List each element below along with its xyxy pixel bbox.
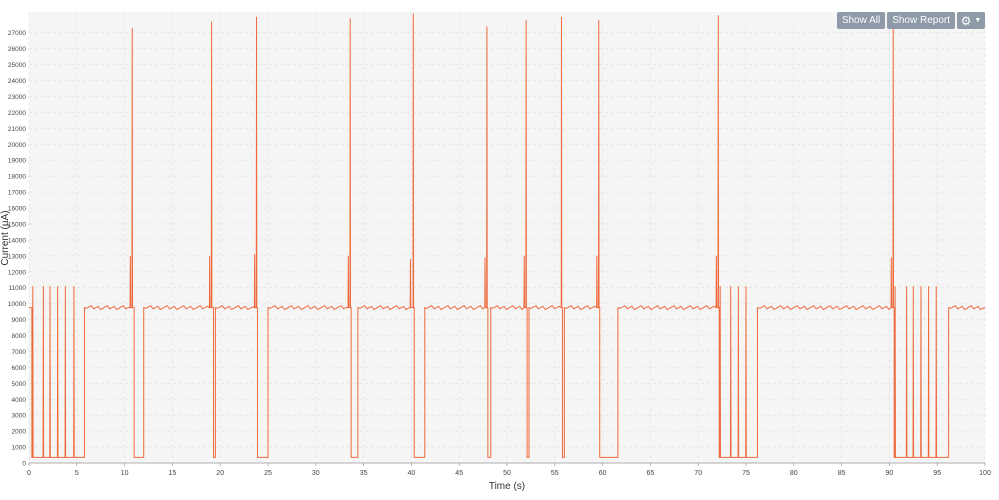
y-tick-label: 16000	[8, 206, 26, 213]
y-tick-label: 12000	[8, 269, 26, 276]
y-tick-label: 22000	[8, 110, 26, 117]
x-tick-label: 15	[169, 470, 177, 477]
y-axis: 0 1000 2000 3000 4000 5000 6000 7000 8000 9000 100…	[8, 30, 26, 467]
y-tick-label: 14000	[8, 237, 26, 244]
y-tick-label: 8000	[12, 333, 27, 340]
series-layer	[29, 13, 986, 458]
y-tick-label: 13000	[8, 253, 26, 260]
y-tick-label: 24000	[8, 78, 26, 85]
x-axis: 0 5 10 15 20 25 30 35 40 45 50 55 60 65 70 75 80 85 90 95 10…	[27, 462, 991, 477]
y-tick-label: 26000	[8, 46, 26, 53]
y-tick-label: 23000	[8, 94, 26, 101]
y-tick-label: 2000	[12, 429, 27, 436]
y-tick-label: 18000	[8, 174, 26, 181]
y-tick-label: 5000	[12, 381, 27, 388]
x-tick-label: 70	[694, 470, 702, 477]
settings-dropdown-button[interactable]: ⚙ ▼	[957, 12, 985, 29]
x-tick-label: 50	[503, 470, 511, 477]
x-tick-label: 35	[360, 470, 368, 477]
x-axis-label: Time (s)	[489, 481, 525, 492]
y-tick-label: 3000	[12, 413, 27, 420]
y-tick-label: 19000	[8, 158, 26, 165]
x-tick-label: 85	[838, 470, 846, 477]
y-tick-label: 15000	[8, 221, 26, 228]
show-report-button[interactable]: Show Report	[887, 12, 955, 29]
y-tick-label: 0	[22, 461, 26, 468]
y-tick-label: 9000	[12, 317, 27, 324]
x-tick-label: 10	[121, 470, 129, 477]
x-tick-label: 25	[264, 470, 272, 477]
y-tick-label: 20000	[8, 142, 26, 149]
y-axis-label: Current (µA)	[0, 210, 11, 265]
y-tick-label: 17000	[8, 190, 26, 197]
x-tick-label: 100	[979, 470, 991, 477]
chevron-down-icon: ▼	[974, 17, 982, 24]
x-tick-label: 0	[27, 470, 31, 477]
x-tick-label: 30	[312, 470, 320, 477]
x-tick-label: 65	[647, 470, 655, 477]
x-tick-label: 20	[216, 470, 224, 477]
y-tick-label: 6000	[12, 365, 27, 372]
show-all-button[interactable]: Show All	[836, 12, 886, 29]
x-tick-label: 95	[933, 470, 941, 477]
gear-icon: ⚙	[960, 13, 972, 28]
y-tick-label: 21000	[8, 126, 26, 133]
x-tick-label: 90	[886, 470, 894, 477]
x-tick-label: 80	[790, 470, 798, 477]
x-tick-label: 55	[551, 470, 559, 477]
plot-background	[29, 12, 985, 463]
y-tick-label: 10000	[8, 301, 26, 308]
y-tick-label: 4000	[12, 397, 27, 404]
x-tick-label: 45	[455, 470, 463, 477]
y-tick-label: 7000	[12, 349, 27, 356]
y-tick-label: 27000	[8, 30, 26, 37]
chart-toolbar: Show All Show Report ⚙ ▼	[836, 12, 985, 29]
x-tick-label: 5	[75, 470, 79, 477]
x-tick-label: 75	[742, 470, 750, 477]
x-tick-label: 60	[599, 470, 607, 477]
y-tick-label: 25000	[8, 62, 26, 69]
series-line	[29, 13, 986, 458]
y-tick-label: 11000	[8, 285, 26, 292]
y-tick-label: 1000	[12, 445, 27, 452]
x-tick-label: 40	[408, 470, 416, 477]
